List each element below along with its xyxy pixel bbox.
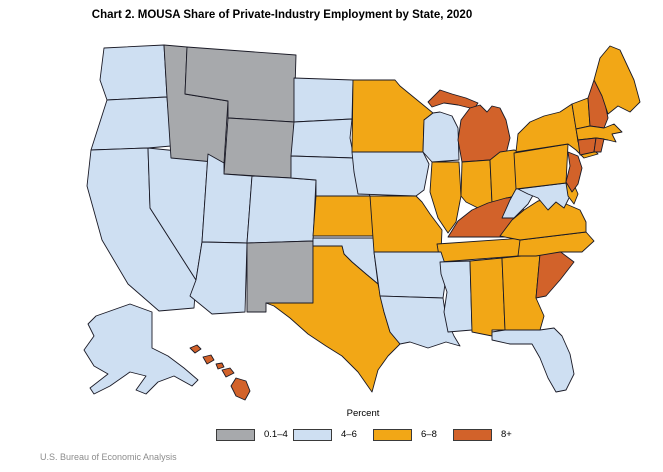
state-sc <box>535 249 575 299</box>
legend-swatch-8plus <box>453 428 492 441</box>
state-wa <box>99 44 168 101</box>
state-ks <box>312 195 375 237</box>
state-nd <box>293 77 354 123</box>
state-al <box>469 257 506 337</box>
state-ak <box>83 303 199 395</box>
state-ri <box>593 137 605 153</box>
state-hi-island <box>215 362 225 370</box>
legend-label: 8+ <box>501 429 512 441</box>
state-ia <box>351 151 430 197</box>
state-wy <box>223 117 295 179</box>
state-hi-island <box>202 354 215 365</box>
state-co <box>246 175 317 244</box>
state-ct <box>577 137 597 156</box>
state-me <box>593 45 641 115</box>
legend-label: 4–6 <box>341 429 357 441</box>
state-nj <box>565 151 583 193</box>
legend-label: 6–8 <box>421 429 437 441</box>
state-fl <box>491 327 575 393</box>
chart-title: Chart 2. MOUSA Share of Private-Industry… <box>91 9 473 21</box>
legend-item: 8+ <box>453 426 512 441</box>
state-mo <box>369 195 443 253</box>
state-tx <box>265 245 401 393</box>
state-hi <box>230 377 251 401</box>
state-il <box>429 161 462 234</box>
legend-item: 6–8 <box>373 426 437 441</box>
legend-item: 4–6 <box>293 426 357 441</box>
state-mn <box>351 79 434 153</box>
source-note: U.S. Bureau of Economic Analysis <box>40 452 177 462</box>
state-mi-upper-peninsula <box>427 89 479 110</box>
state-or <box>90 96 172 151</box>
state-sd <box>290 118 355 159</box>
legend-label: 0.1–4 <box>264 429 288 441</box>
legend-item: 0.1–4 <box>216 426 288 441</box>
legend-swatch-4-6 <box>293 428 332 441</box>
state-in <box>460 159 493 210</box>
legend-title: Percent <box>346 408 380 419</box>
legend-swatch-0.1-4 <box>216 428 255 441</box>
state-wi <box>422 111 460 163</box>
state-nm <box>246 240 314 313</box>
state-hi-island <box>221 367 235 378</box>
state-ar <box>373 251 448 299</box>
state-hi-island <box>189 344 202 354</box>
legend-swatch-6-8 <box>373 428 412 441</box>
